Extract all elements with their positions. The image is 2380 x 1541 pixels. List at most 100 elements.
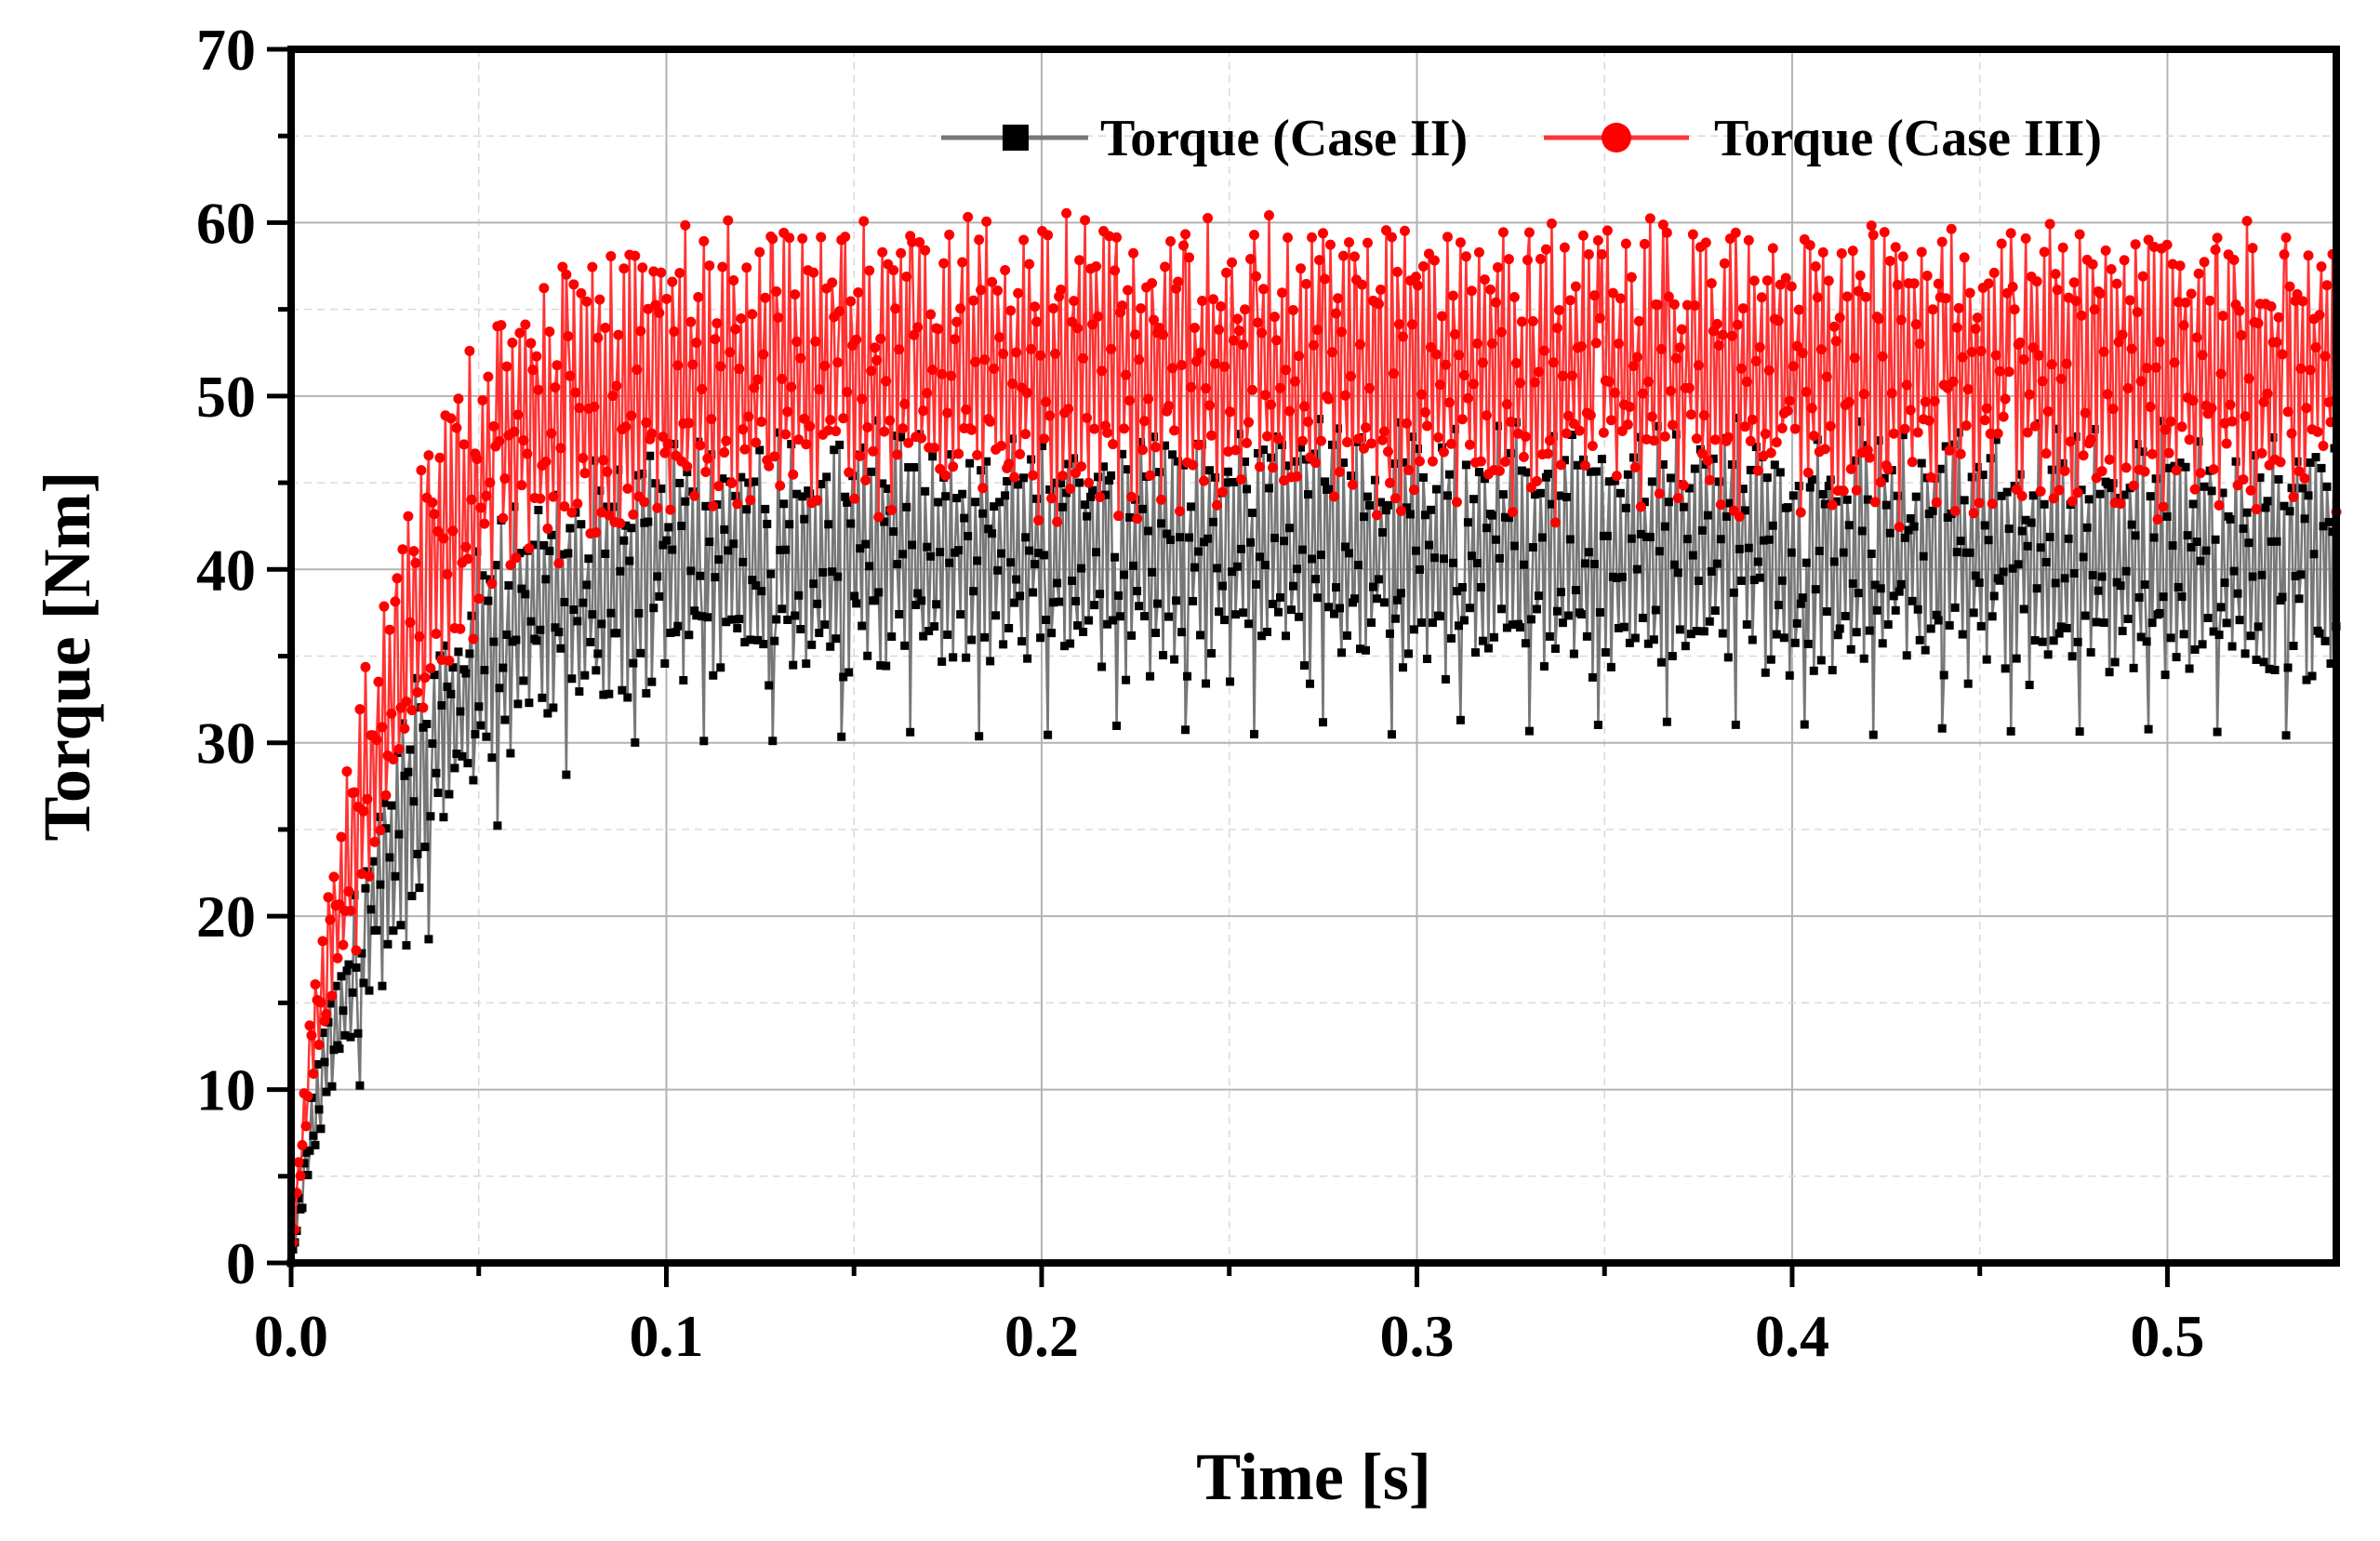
data-point-case-ii bbox=[575, 687, 584, 697]
data-point-case-iii bbox=[2253, 318, 2264, 329]
data-point-case-iii bbox=[650, 299, 661, 311]
data-point-case-iii bbox=[1013, 287, 1024, 299]
data-point-case-ii bbox=[1025, 546, 1034, 555]
data-point-case-iii bbox=[1642, 376, 1654, 387]
data-point-case-iii bbox=[667, 276, 678, 287]
data-point-case-iii bbox=[1983, 278, 1994, 289]
data-point-case-iii bbox=[401, 697, 412, 708]
data-point-case-ii bbox=[1876, 584, 1885, 593]
data-point-case-iii bbox=[791, 336, 803, 347]
data-point-case-iii bbox=[1533, 366, 1544, 378]
data-point-case-iii bbox=[1184, 252, 1195, 263]
data-point-case-iii bbox=[1380, 225, 1391, 236]
data-point-case-ii bbox=[990, 502, 999, 511]
data-point-case-ii bbox=[746, 635, 755, 644]
data-point-case-ii bbox=[815, 629, 824, 638]
data-point-case-iii bbox=[2199, 257, 2210, 268]
data-point-case-iii bbox=[516, 480, 527, 491]
data-point-case-iii bbox=[1412, 280, 1423, 291]
data-point-case-iii bbox=[1009, 472, 1020, 483]
y-tick-label: 40 bbox=[196, 537, 256, 603]
data-point-case-ii bbox=[2261, 503, 2270, 512]
data-point-case-ii bbox=[1658, 459, 1668, 469]
data-point-case-ii bbox=[450, 764, 459, 773]
data-point-case-ii bbox=[2002, 487, 2012, 497]
data-point-case-ii bbox=[863, 651, 872, 660]
data-point-case-ii bbox=[1629, 453, 1638, 462]
data-point-case-iii bbox=[1672, 493, 1683, 504]
data-point-case-iii bbox=[717, 261, 728, 272]
data-point-case-iii bbox=[862, 421, 873, 432]
data-point-case-ii bbox=[1560, 456, 1569, 465]
data-point-case-ii bbox=[1140, 612, 1150, 621]
data-point-case-ii bbox=[379, 798, 389, 807]
data-point-case-iii bbox=[1890, 242, 1901, 253]
data-point-case-ii bbox=[2298, 484, 2307, 493]
data-point-case-ii bbox=[2244, 538, 2254, 548]
data-point-case-ii bbox=[2198, 640, 2207, 649]
data-point-case-ii bbox=[774, 428, 783, 437]
data-point-case-ii bbox=[339, 1006, 348, 1016]
data-point-case-ii bbox=[830, 445, 839, 455]
data-point-case-iii bbox=[674, 268, 685, 279]
data-point-case-ii bbox=[1213, 564, 1222, 573]
data-point-case-ii bbox=[1736, 576, 1746, 585]
data-point-case-iii bbox=[1648, 435, 1659, 446]
data-point-case-iii bbox=[1136, 303, 1147, 314]
data-point-case-ii bbox=[1144, 526, 1153, 536]
data-point-case-ii bbox=[1537, 533, 1547, 542]
data-point-case-ii bbox=[1183, 671, 1192, 681]
data-point-case-iii bbox=[1258, 284, 1270, 295]
data-point-case-iii bbox=[2321, 280, 2333, 291]
data-point-case-iii bbox=[2078, 450, 2089, 461]
data-point-case-ii bbox=[1454, 621, 1463, 631]
data-point-case-ii bbox=[1668, 651, 1677, 660]
data-point-case-iii bbox=[304, 1020, 315, 1031]
data-point-case-iii bbox=[2206, 403, 2217, 414]
data-point-case-iii bbox=[592, 332, 604, 343]
data-point-case-iii bbox=[1760, 428, 1771, 439]
data-point-case-ii bbox=[2285, 507, 2294, 516]
data-point-case-iii bbox=[2251, 504, 2262, 515]
data-point-case-iii bbox=[2275, 457, 2286, 468]
data-point-case-ii bbox=[2004, 525, 2014, 534]
data-point-case-ii bbox=[1075, 478, 1084, 487]
data-point-case-ii bbox=[2147, 618, 2157, 628]
data-point-case-iii bbox=[1150, 442, 1162, 453]
data-point-case-iii bbox=[1137, 445, 1149, 456]
data-point-case-ii bbox=[1058, 502, 1068, 511]
data-point-case-iii bbox=[315, 997, 326, 1008]
data-point-case-ii bbox=[592, 666, 601, 675]
data-point-case-iii bbox=[1784, 395, 1795, 406]
data-point-case-ii bbox=[1645, 533, 1655, 542]
data-point-case-iii bbox=[1546, 218, 1557, 229]
data-point-case-iii bbox=[302, 1091, 313, 1102]
data-point-case-iii bbox=[598, 455, 609, 466]
data-point-case-iii bbox=[1496, 326, 1507, 338]
data-point-case-ii bbox=[608, 502, 618, 511]
data-point-case-ii bbox=[1396, 589, 1405, 598]
data-point-case-ii bbox=[1493, 421, 1502, 431]
data-point-case-iii bbox=[1284, 405, 1296, 417]
data-point-case-iii bbox=[1974, 498, 1985, 509]
data-point-case-iii bbox=[313, 1040, 325, 1051]
data-point-case-ii bbox=[1483, 644, 1493, 653]
data-point-case-iii bbox=[1611, 471, 1622, 482]
data-point-case-ii bbox=[2320, 636, 2330, 645]
data-point-case-ii bbox=[895, 610, 904, 619]
data-point-case-ii bbox=[943, 630, 952, 639]
data-point-case-ii bbox=[577, 520, 586, 529]
data-point-case-ii bbox=[2300, 514, 2309, 524]
data-point-case-ii bbox=[1779, 633, 1788, 643]
data-point-case-iii bbox=[1301, 278, 1312, 289]
data-point-case-ii bbox=[1125, 512, 1135, 522]
data-point-case-ii bbox=[2131, 531, 2140, 540]
data-point-case-iii bbox=[2292, 288, 2303, 299]
data-point-case-iii bbox=[1726, 330, 1737, 341]
data-point-case-ii bbox=[1029, 588, 1038, 597]
data-point-case-iii bbox=[1747, 414, 1758, 425]
data-point-case-iii bbox=[646, 428, 658, 439]
data-point-case-ii bbox=[1850, 456, 1859, 465]
data-point-case-iii bbox=[1147, 278, 1158, 289]
data-point-case-ii bbox=[1984, 536, 1993, 545]
